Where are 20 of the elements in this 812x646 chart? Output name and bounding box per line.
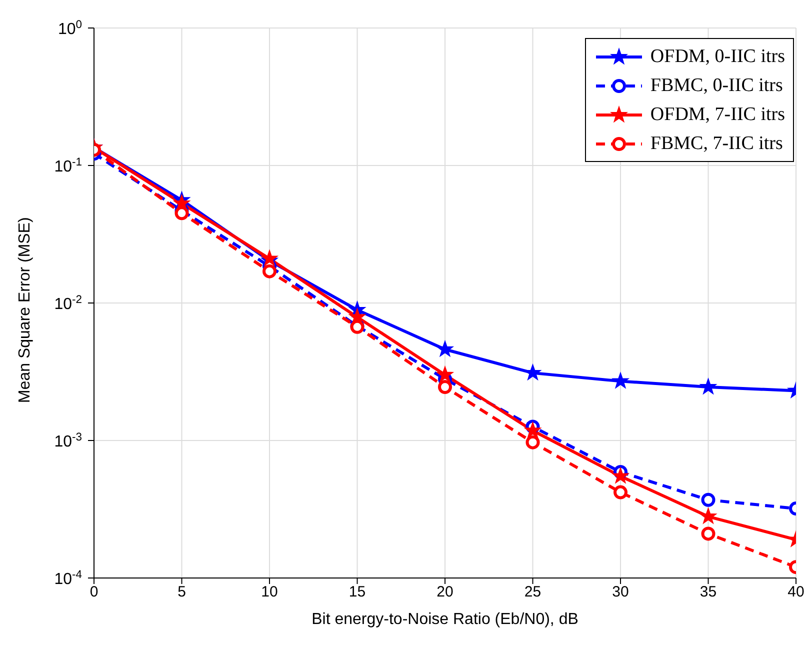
x-axis-title: Bit energy-to-Noise Ratio (Eb/N0), dB bbox=[312, 611, 578, 628]
y-tick-label: 10$^{-3}$ bbox=[54, 432, 82, 450]
x-tick-label: 20 bbox=[436, 584, 454, 601]
x-tick-label: 30 bbox=[612, 584, 629, 601]
x-tick-label: 40 bbox=[788, 584, 804, 601]
y-tick-label: 10$^{0}$ bbox=[58, 19, 82, 38]
y-tick-label: 10$^{-4}$ bbox=[54, 569, 82, 588]
x-tick-label: 5 bbox=[178, 584, 186, 601]
y-axis-title: Mean Square Error (MSE) bbox=[16, 217, 34, 403]
x-tick-label: 15 bbox=[348, 584, 366, 601]
legend-label: FBMC, 7-IIC itrs bbox=[650, 132, 783, 154]
legend-label: OFDM, 0-IIC itrs bbox=[650, 46, 785, 68]
y-tick-label: 10$^{-1}$ bbox=[54, 156, 82, 176]
legend-label: OFDM, 7-IIC itrs bbox=[650, 104, 785, 126]
x-tick-label: 0 bbox=[90, 584, 98, 601]
x-tick-label: 35 bbox=[700, 584, 717, 601]
x-tick-label: 25 bbox=[524, 584, 542, 601]
legend-label: FBMC, 0-IIC itrs bbox=[650, 74, 783, 96]
y-tick-label: 10$^{-2}$ bbox=[54, 294, 82, 313]
x-tick-label: 10 bbox=[261, 584, 278, 601]
